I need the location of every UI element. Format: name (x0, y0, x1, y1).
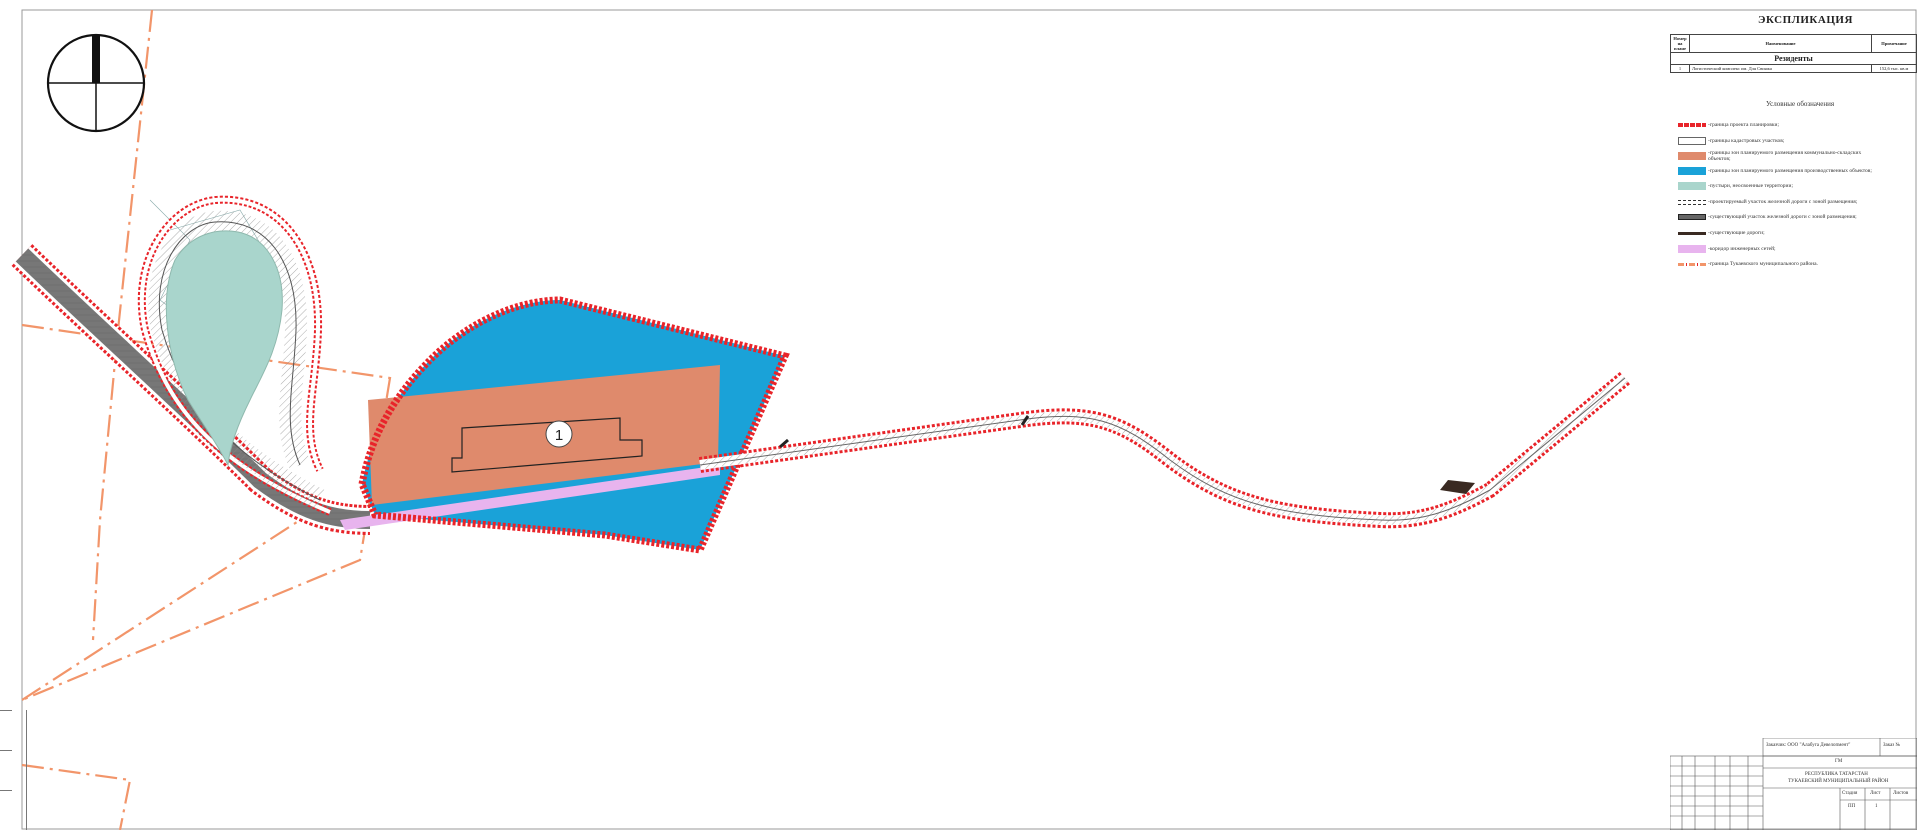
stamp-customer: Заказчик: ООО "Алабуга Девелопмент" (1766, 743, 1851, 748)
explication-table: Номер на плане Наименование Примечание Р… (1670, 34, 1917, 73)
stamp-code: ГМ (1835, 759, 1843, 764)
legend-item: -пустыри, неосвоенные территории; (1678, 179, 1793, 193)
legend-item: -существующие дороги; (1678, 226, 1765, 240)
plot-area: 1 (340, 296, 790, 554)
stamp-stage: ПП (1848, 804, 1856, 809)
col-num: Номер на плане (1670, 34, 1690, 53)
stamp-district: ТУКАЕВСКИЙ МУНИЦИПАЛЬНЫЙ РАЙОН (1788, 779, 1889, 784)
road-crossing (1440, 480, 1475, 494)
orange-swatch (1678, 152, 1706, 160)
rail-proj-swatch (1678, 199, 1706, 205)
legend-item: -границы зон планируемого размещения про… (1678, 164, 1872, 178)
legend-item: -существующий участок железной дороги с … (1678, 210, 1857, 224)
left-frame-stamp (0, 710, 27, 830)
plot-number-marker (545, 420, 573, 448)
road-swatch (1678, 231, 1706, 235)
explication-panel: ЭКСПЛИКАЦИЯ Номер на плане Наименование … (1668, 0, 1917, 830)
drawing-frame (21, 9, 1917, 830)
pink-swatch (1678, 245, 1706, 253)
stamp-region: РЕСПУБЛИКА ТАТАРСТАН (1805, 772, 1868, 777)
table-row: 1 Логистический комплекс им. Для Свияжа … (1670, 64, 1917, 73)
railway (11, 195, 371, 535)
stamp-stage-label: Стадия (1842, 791, 1858, 796)
stamp-sheet-label: Лист (1870, 791, 1881, 796)
legend-title: Условные обозначения (1766, 100, 1835, 108)
legend-item: -коридор инженерных сетей; (1678, 242, 1776, 256)
red-dashed-swatch (1678, 123, 1706, 127)
explication-title: ЭКСПЛИКАЦИЯ (1758, 14, 1853, 26)
col-note: Примечание (1871, 34, 1917, 53)
legend-item: -границы кадастровых участков; (1678, 134, 1784, 148)
border-dash-swatch (1678, 262, 1706, 266)
stamp-sheet: 1 (1875, 804, 1878, 809)
rail-exist-swatch (1678, 214, 1706, 220)
rail-east (698, 371, 1631, 529)
legend-item: -проектируемый участок железной дороги с… (1678, 195, 1857, 209)
teal-swatch (1678, 182, 1706, 190)
outline-swatch (1678, 137, 1706, 145)
legend-item: -граница проекта планировки; (1678, 118, 1779, 132)
legend-item: -границы зон планируемого размещения ком… (1678, 149, 1868, 163)
group-header: Резиденты (1670, 52, 1917, 65)
legend-item: -граница Тукаевского муниципального райо… (1678, 257, 1818, 271)
col-name: Наименование (1689, 34, 1872, 53)
north-arrow-icon (46, 33, 146, 133)
blue-swatch (1678, 167, 1706, 175)
title-block: Заказчик: ООО "Алабуга Девелопмент" Зака… (1670, 738, 1917, 830)
stamp-order: Заказ № (1883, 743, 1901, 748)
stamp-sheets-label: Листов (1893, 791, 1909, 796)
plot-number: 1 (555, 427, 563, 444)
